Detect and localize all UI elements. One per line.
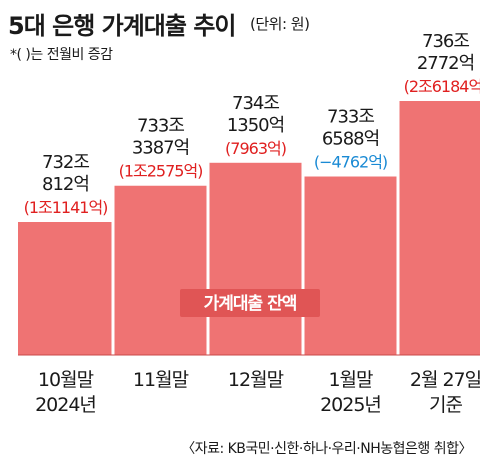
bar (113, 185, 208, 355)
legend-label: 가계대출 잔액 (204, 294, 297, 314)
bar (303, 176, 398, 355)
value-label: 733조 (137, 116, 184, 137)
value-label: 736조 (422, 31, 469, 52)
value-label: 812억 (42, 174, 89, 195)
change-label: (7963억) (225, 139, 286, 158)
change-label: (2조6184억) (404, 77, 480, 96)
x-tick-label: 10월말 (38, 369, 94, 391)
unit-label: (단위: 원) (250, 15, 310, 33)
chart-title: 5대 은행 가계대출 추이 (8, 12, 236, 40)
source-note: 〈자료: KB국민·신한·하나·우리·NH농협은행 취합〉 (181, 441, 472, 457)
value-label: 1350억 (227, 115, 284, 136)
legend-swatch (180, 289, 320, 317)
change-note: *( )는 전월비 증감 (10, 47, 113, 63)
x-tick-label: 2월 27일 (410, 369, 480, 391)
value-label: 732조 (42, 152, 89, 173)
bar (398, 101, 480, 355)
bar (18, 222, 113, 355)
change-label: (1조2575억) (119, 162, 203, 181)
value-label: 6588억 (322, 129, 379, 150)
bar-separator (301, 60, 305, 357)
x-tick-label: 2025년 (320, 394, 381, 416)
value-label: 734조 (232, 93, 279, 114)
x-tick-label: 12월말 (228, 369, 284, 391)
bar-separator (396, 60, 400, 357)
bar-separator (206, 60, 210, 357)
bar (208, 162, 303, 355)
value-label: 2772억 (417, 53, 474, 74)
value-label: 733조 (327, 107, 374, 128)
x-tick-label: 2024년 (35, 394, 96, 416)
change-label: (1조1141억) (24, 198, 108, 217)
x-tick-label: 11월말 (133, 369, 189, 391)
value-label: 3387억 (132, 138, 189, 159)
x-tick-label: 1월말 (328, 369, 373, 391)
bar-separator (111, 60, 115, 357)
change-label: (−4762억) (314, 153, 387, 172)
x-tick-label: 기준 (429, 394, 462, 416)
